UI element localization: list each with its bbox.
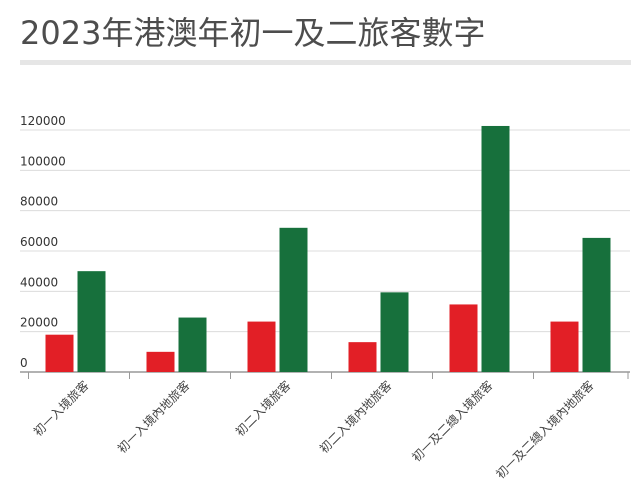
bar: [348, 342, 377, 372]
y-tick-label: 80000: [20, 195, 58, 209]
y-tick-label: 0: [20, 356, 28, 370]
bar: [45, 334, 74, 372]
bar: [247, 321, 276, 372]
y-tick-label: 60000: [20, 235, 58, 249]
bar: [178, 317, 207, 372]
bar: [481, 125, 510, 372]
x-tick-label: 初一及二總入境旅客: [409, 378, 496, 465]
bar: [279, 227, 308, 372]
bar: [449, 304, 478, 372]
y-tick-label: 100000: [20, 154, 66, 168]
x-tick-label: 初一入境內地旅客: [114, 378, 192, 456]
bar: [550, 321, 579, 372]
x-tick-label: 初二入境內地旅客: [316, 378, 394, 456]
bar: [77, 271, 106, 372]
title-divider: [20, 60, 631, 65]
y-tick-label: 120000: [20, 114, 66, 128]
bar: [146, 351, 175, 372]
y-tick-label: 20000: [20, 316, 58, 330]
x-tick-label: 初一及二總入境內地旅客: [493, 378, 597, 482]
chart-title: 2023年港澳年初一及二旅客數字: [20, 14, 486, 52]
bar: [380, 292, 409, 372]
x-tick-label: 初一入境旅客: [30, 378, 92, 440]
x-tick-label: 初二入境旅客: [232, 378, 294, 440]
y-tick-label: 40000: [20, 275, 58, 289]
bar: [582, 237, 611, 372]
